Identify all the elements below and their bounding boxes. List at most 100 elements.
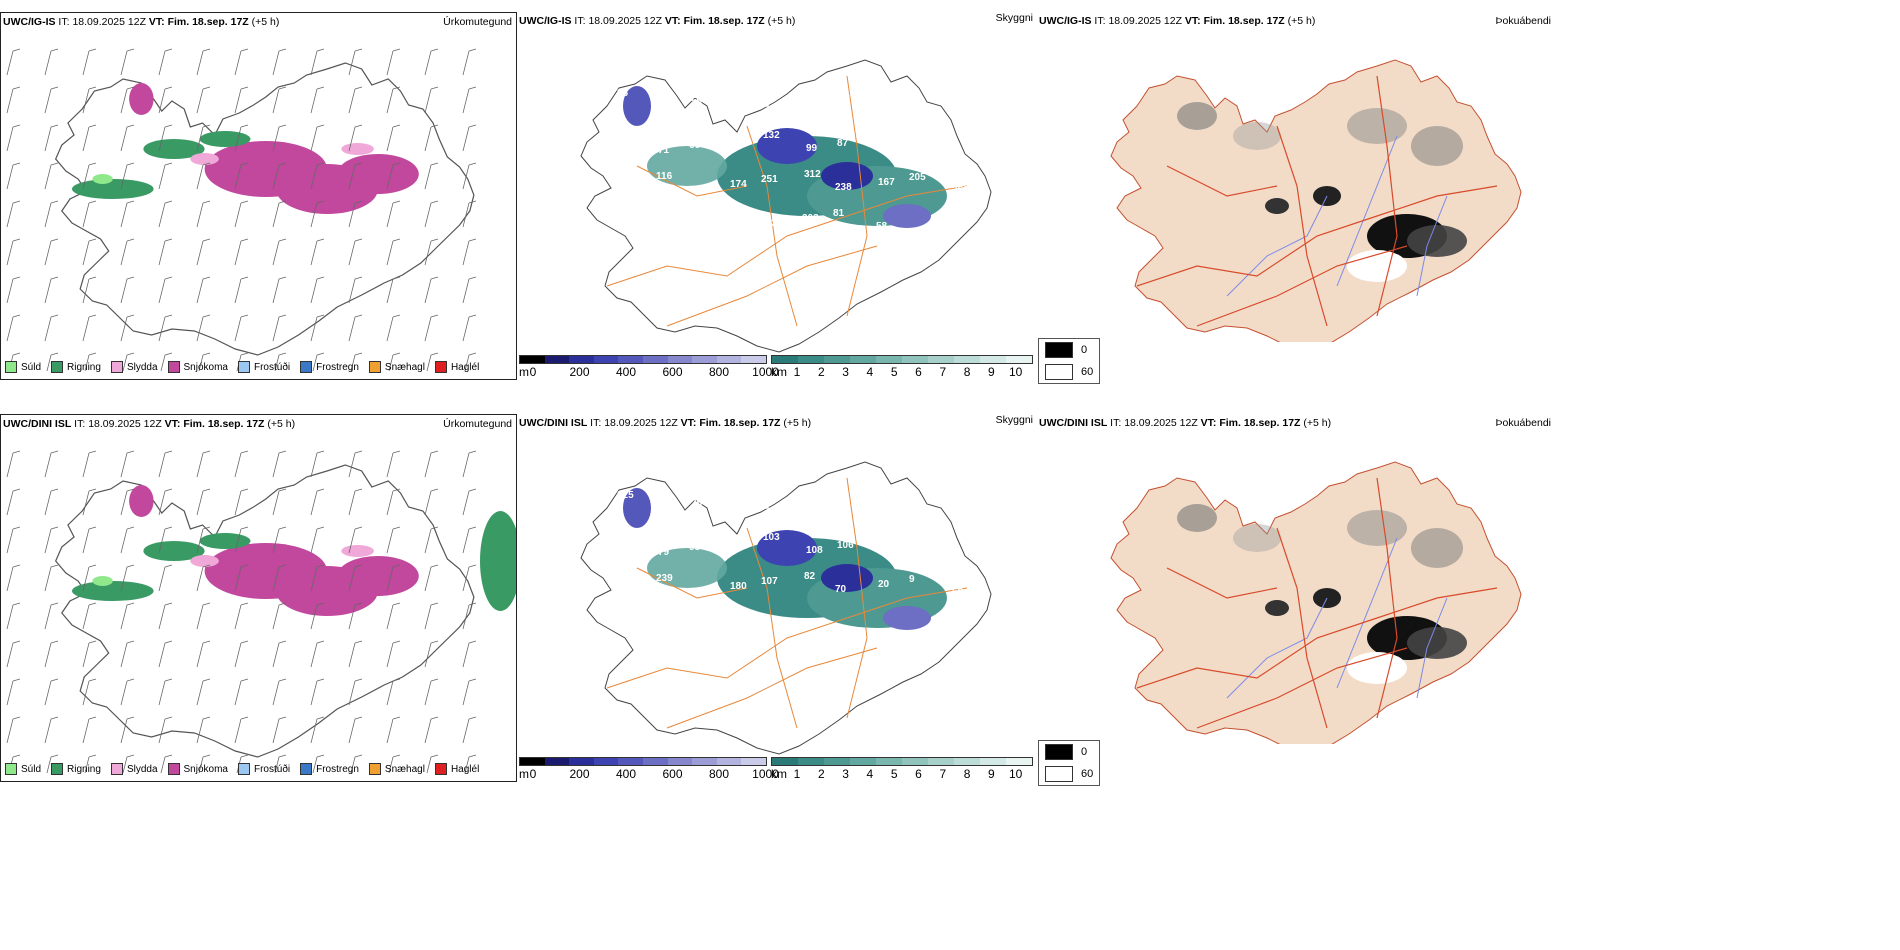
road-line [636,567,748,599]
wind-barb [196,604,204,630]
wind-barb-flag [240,352,249,356]
wind-barb-flag [12,602,21,606]
visibility-colorbar-fill [771,757,1033,766]
colorbar-segment [1006,356,1032,363]
visibility-value-label: 143 [765,506,782,517]
wind-barb-flag [354,276,363,280]
wind-barb-flag [240,200,249,204]
wind-barb [82,604,90,630]
wind-barb [158,164,166,190]
cloudbase-tick: 200 [569,767,590,781]
wind-barb [388,354,394,371]
wind-barb [462,50,470,76]
visibility-value-label: 31 [734,91,746,102]
wind-barb-flag [126,200,135,204]
wind-barb-flag [278,352,287,356]
wind-barb [386,718,394,744]
wind-barb-flag [278,238,287,242]
wind-barb-flag [354,314,363,318]
wind-barb [6,528,14,554]
visibility-colorbar: km 1 2 3 4 5 6 7 8 9 10 [771,757,1033,783]
fog-area [1177,102,1217,130]
wind-barb-flag [126,602,135,606]
colorbar-segment [954,758,980,765]
wind-barb [348,680,356,706]
wind-barb [272,202,280,228]
visibility-value-label: 116 [656,171,673,182]
road-line [846,477,868,719]
wind-barb [82,316,90,342]
wind-barb [6,452,14,478]
vt-label: VT: [148,16,165,28]
wind-barb [272,50,280,76]
colorbar-segment [1006,758,1032,765]
wind-barb [82,88,90,114]
wind-barb [272,490,280,516]
wind-barb-flag [240,640,249,644]
wind-barb [158,50,166,76]
visibility-value-label: 312 [804,169,821,180]
legend-swatch [434,361,447,373]
wind-barb [196,680,204,706]
visibility-value-label: 167 [878,177,895,188]
wind-barb-flag [126,124,135,128]
legend-swatch [110,361,123,373]
wind-barb [348,50,356,76]
visibility-value-label: 239 [656,573,673,584]
wind-barb [462,566,470,592]
colorbar-segment [902,356,928,363]
visibility-tick: 6 [915,365,922,379]
wind-barb [424,202,432,228]
road-line [746,527,798,729]
wind-barb [82,240,90,266]
legend-swatch [368,763,381,775]
visibility-value-label: 180 [730,581,747,592]
wind-barb-flag [430,564,439,568]
wind-barb [234,680,242,706]
wind-barb-flag [50,488,59,492]
wind-barb-flag [430,124,439,128]
visibility-value-label: 392 [699,586,716,597]
wind-barb-flag [12,640,21,644]
wind-barb-flag [316,124,325,128]
fog-area [1347,510,1407,546]
wind-barb-flag [88,352,97,356]
visibility-value-label: 139 [942,141,959,152]
wind-barb [82,126,90,152]
wind-barb-flag [164,200,173,204]
river-line [1416,597,1448,699]
precip-legend-item: Frostregn [300,361,359,373]
visibility-value-label: 303 [802,213,819,224]
wind-barb-flag [164,526,173,530]
legend-label: Snjókoma [183,763,228,775]
wind-barb [82,718,90,744]
precip-legend-item: Súld [5,361,41,373]
colorbar-segment [618,758,643,765]
wind-barb-flag [12,314,21,318]
wind-barb-flag [50,238,59,242]
colorbar-segment [544,356,570,363]
vt-value: Fim. 18.sep. 17Z [1219,417,1301,429]
wind-barb-flag [240,238,249,242]
wind-barb-flag [392,450,401,454]
wind-barb-flag [278,314,287,318]
wind-barb [234,528,242,554]
wind-barb-flag [468,238,477,242]
wind-barb [272,566,280,592]
wind-barb [272,452,280,478]
visibility-value-label: 392 [623,220,640,231]
wind-barb [84,756,90,773]
legend-label: Haglél [450,361,480,373]
fog-area [1411,528,1463,568]
wind-barb [6,164,14,190]
wind-barb-flag [278,564,287,568]
wind-barb-flag [468,200,477,204]
wind-barb [272,88,280,114]
wind-barb-flag [164,86,173,90]
wind-barb-flag [278,162,287,166]
road-line [1166,165,1278,197]
wind-barb-flag [126,716,135,720]
wind-barb-flag [392,602,401,606]
visibility-value-label: 87 [627,534,639,545]
wind-barb [386,50,394,76]
